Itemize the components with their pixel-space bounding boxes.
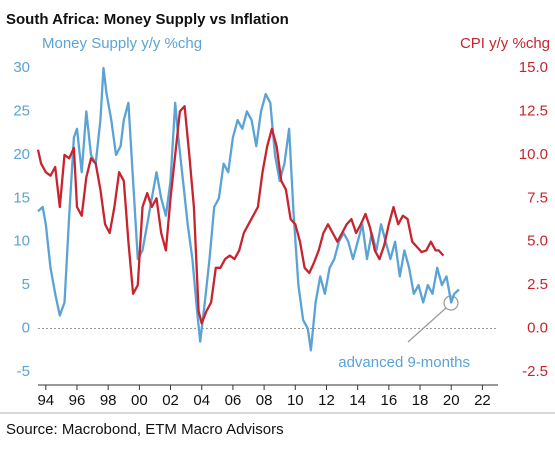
y2-tick-label: 12.5 (519, 102, 548, 119)
x-tick-label: 10 (287, 392, 304, 409)
y2-tick-label: 7.5 (527, 189, 548, 206)
x-tick-label: 12 (318, 392, 335, 409)
chart-title: South Africa: Money Supply vs Inflation (6, 11, 289, 28)
y2-tick-label: 2.5 (527, 276, 548, 293)
y2-tick-label: 0.0 (527, 320, 548, 337)
y-tick-label: 10 (13, 233, 30, 250)
annotation: advanced 9-months (338, 354, 470, 371)
x-tick-label: 94 (37, 392, 54, 409)
y-tick-label: 25 (13, 102, 30, 119)
source: Source: Macrobond, ETM Macro Advisors (6, 421, 284, 438)
y-tick-label: 15 (13, 189, 30, 206)
y-tick-label: -5 (17, 363, 30, 380)
y-tick-label: 30 (13, 59, 30, 76)
x-tick-label: 06 (225, 392, 242, 409)
y2-tick-label: 10.0 (519, 146, 548, 163)
x-tick-label: 20 (443, 392, 460, 409)
x-tick-label: 00 (131, 392, 148, 409)
annotation-line (407, 307, 447, 343)
y2-tick-label: -2.5 (522, 363, 548, 380)
series-line (36, 105, 445, 325)
x-tick-label: 08 (256, 392, 273, 409)
x-tick-label: 16 (381, 392, 398, 409)
y-tick-label: 20 (13, 146, 30, 163)
y-tick-label: 0 (22, 320, 30, 337)
series-line (37, 66, 460, 352)
x-tick-label: 98 (100, 392, 117, 409)
y2-tick-label: 5.0 (527, 233, 548, 250)
x-tick-label: 96 (69, 392, 86, 409)
y2-axis-label: CPI y/y %chg (460, 35, 550, 52)
x-tick-label: 02 (162, 392, 179, 409)
y-axis-label: Money Supply y/y %chg (42, 35, 202, 52)
x-tick-label: 22 (474, 392, 491, 409)
y-tick-label: 5 (22, 276, 30, 293)
x-tick-label: 04 (193, 392, 210, 409)
y2-tick-label: 15.0 (519, 59, 548, 76)
x-tick-label: 18 (412, 392, 429, 409)
x-tick-label: 14 (349, 392, 366, 409)
